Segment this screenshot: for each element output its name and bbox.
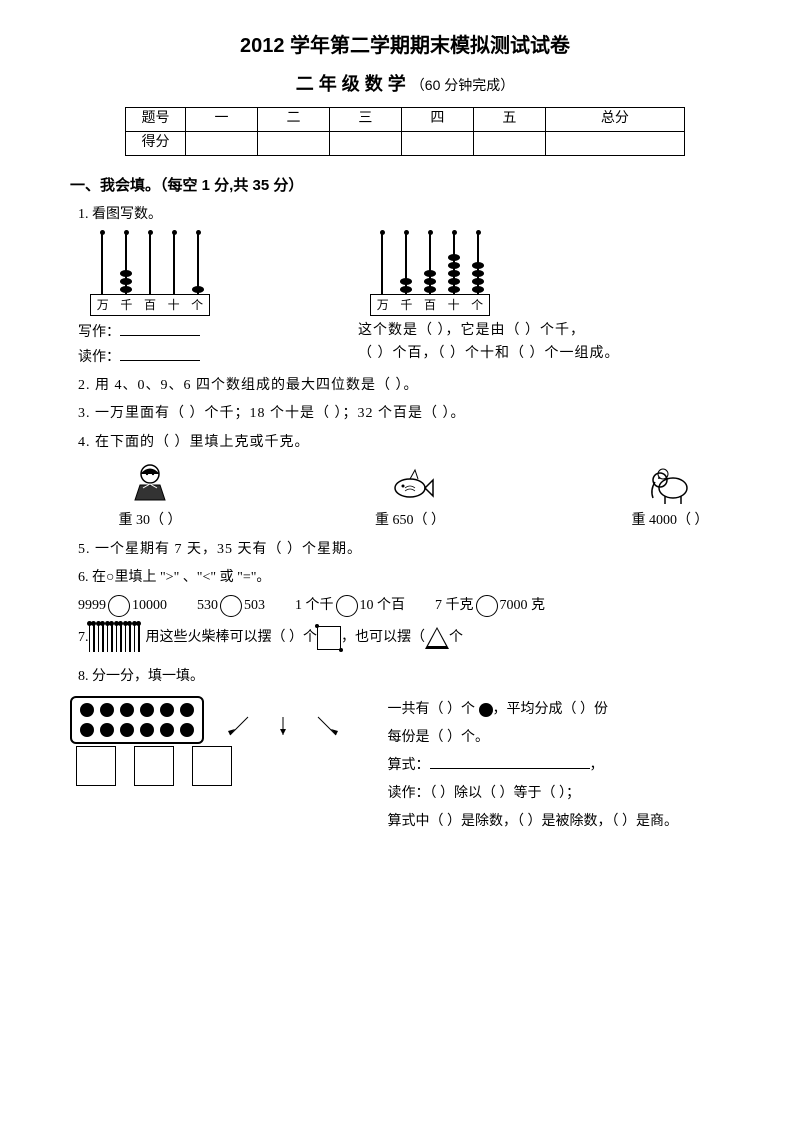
blank bbox=[430, 753, 590, 769]
q1-write: 写作： bbox=[78, 325, 120, 340]
blank bbox=[120, 345, 200, 361]
elephant-icon bbox=[645, 460, 695, 510]
q8-l5: 算式中（ ）是除数，（ ）是被除数，（ ）是商。 bbox=[388, 808, 741, 836]
q6-row: 9999 10000 530 503 1 个千 10 个百 7 千克 7000 克 bbox=[78, 595, 740, 618]
q1-text-row: 写作： 读作： 这个数是（ ），它是由（ ）个千， （ ）个百，（ ）个十和（ … bbox=[78, 320, 740, 369]
box bbox=[134, 746, 174, 786]
dots-box bbox=[70, 696, 204, 744]
q1-right2: （ ）个百，（ ）个十和（ ）个一组成。 bbox=[358, 343, 620, 365]
q4-item-2: 重 4000（ ） bbox=[610, 460, 730, 532]
q8-left bbox=[70, 696, 358, 836]
q8-l3b: ， bbox=[590, 758, 604, 773]
boy-icon bbox=[125, 460, 175, 510]
q6-a: 9999 bbox=[78, 599, 106, 614]
q6-d: 503 bbox=[244, 599, 265, 614]
q6-c: 530 bbox=[197, 599, 218, 614]
q1-abacus-row: 万千百十个 万千百十个 bbox=[90, 234, 740, 316]
title2-main: 二 年 级 数 学 bbox=[296, 74, 406, 94]
q8-right: 一共有（ ）个 ，平均分成（ ）份 每份是（ ）个。 算式： ， 读作：（ ）除以… bbox=[388, 696, 741, 836]
triangle-icon bbox=[425, 627, 449, 649]
col-4: 四 bbox=[401, 107, 473, 131]
q4-row: 重 30（ ） 重 650（ ） 重 4000（ ） bbox=[90, 460, 730, 532]
q4-item-1: 重 650（ ） bbox=[350, 460, 470, 532]
col-6: 总分 bbox=[545, 107, 684, 131]
q6-label: 6. 在○里填上 ">" 、"<" 或 "="。 bbox=[78, 567, 740, 589]
q8-l1a: 一共有（ ）个 bbox=[388, 702, 479, 717]
page-title-1: 2012 学年第二学期期末模拟测试试卷 bbox=[70, 30, 740, 62]
q4-cap-2: 重 4000（ ） bbox=[632, 510, 709, 532]
score-value-row: 得分 bbox=[126, 131, 685, 155]
q8-l4: 读作：（ ）除以（ ）等于（ ）； bbox=[388, 780, 741, 808]
col-2: 二 bbox=[257, 107, 329, 131]
box bbox=[76, 746, 116, 786]
q7: 7. 用这些火柴棒可以摆（ ）个 ，也可以摆（ 个 bbox=[78, 624, 740, 652]
circle-icon bbox=[476, 595, 498, 617]
q8-l3a: 算式： bbox=[388, 758, 430, 773]
q8-l2: 每份是（ ）个。 bbox=[388, 724, 741, 752]
box bbox=[192, 746, 232, 786]
section-1-heading: 一、我会填。（每空 1 分,共 35 分） bbox=[70, 174, 740, 198]
row-label: 得分 bbox=[126, 131, 186, 155]
boxes bbox=[76, 746, 358, 786]
q8-l1b: ，平均分成（ ）份 bbox=[493, 702, 609, 717]
fish-icon bbox=[385, 460, 435, 510]
circle-icon bbox=[220, 595, 242, 617]
q1-label: 1. 看图写数。 bbox=[78, 204, 740, 226]
title2-sub: （60 分钟完成） bbox=[411, 77, 514, 93]
dot-icon bbox=[479, 703, 493, 717]
q6-h: 7000 克 bbox=[500, 599, 546, 614]
page-title-2: 二 年 级 数 学 （60 分钟完成） bbox=[70, 70, 740, 99]
q4-item-0: 重 30（ ） bbox=[90, 460, 210, 532]
q4-label: 4. 在下面的（ ）里填上克或千克。 bbox=[78, 432, 740, 454]
q8-label: 8. 分一分，填一填。 bbox=[78, 666, 740, 688]
abacus-2: 万千百十个 bbox=[370, 234, 490, 316]
col-5: 五 bbox=[473, 107, 545, 131]
arrows-icon bbox=[208, 715, 358, 737]
q2: 2. 用 4、0、9、6 四个数组成的最大四位数是（ ）。 bbox=[78, 375, 740, 397]
q1-right1: 这个数是（ ），它是由（ ）个千， bbox=[358, 320, 620, 342]
q7-t1: 用这些火柴棒可以摆（ ）个 bbox=[146, 627, 318, 649]
q4-cap-1: 重 650（ ） bbox=[375, 510, 445, 532]
q7-prefix: 7. bbox=[78, 627, 89, 649]
q6-b: 10000 bbox=[132, 599, 167, 614]
q1-read: 读作： bbox=[78, 350, 120, 365]
score-header-row: 题号 一 二 三 四 五 总分 bbox=[126, 107, 685, 131]
circle-icon bbox=[336, 595, 358, 617]
square-icon bbox=[317, 626, 341, 650]
q5: 5. 一个星期有 7 天，35 天有（ ）个星期。 bbox=[78, 539, 740, 561]
q4-cap-0: 重 30（ ） bbox=[119, 510, 182, 532]
q7-t2: ，也可以摆（ bbox=[341, 627, 425, 649]
matches-icon bbox=[89, 624, 140, 652]
col-1: 一 bbox=[186, 107, 258, 131]
q6-f: 10 个百 bbox=[360, 599, 406, 614]
circle-icon bbox=[108, 595, 130, 617]
q8-body: 一共有（ ）个 ，平均分成（ ）份 每份是（ ）个。 算式： ， 读作：（ ）除以… bbox=[70, 696, 740, 836]
q7-t3: 个 bbox=[449, 627, 463, 649]
blank bbox=[120, 320, 200, 336]
q6-e: 1 个千 bbox=[295, 599, 334, 614]
q6-g: 7 千克 bbox=[435, 599, 474, 614]
col-3: 三 bbox=[329, 107, 401, 131]
score-table: 题号 一 二 三 四 五 总分 得分 bbox=[125, 107, 685, 156]
abacus-1: 万千百十个 bbox=[90, 234, 210, 316]
col-0: 题号 bbox=[126, 107, 186, 131]
q3: 3. 一万里面有（ ）个千；18 个十是（ ）；32 个百是（ ）。 bbox=[78, 403, 740, 425]
